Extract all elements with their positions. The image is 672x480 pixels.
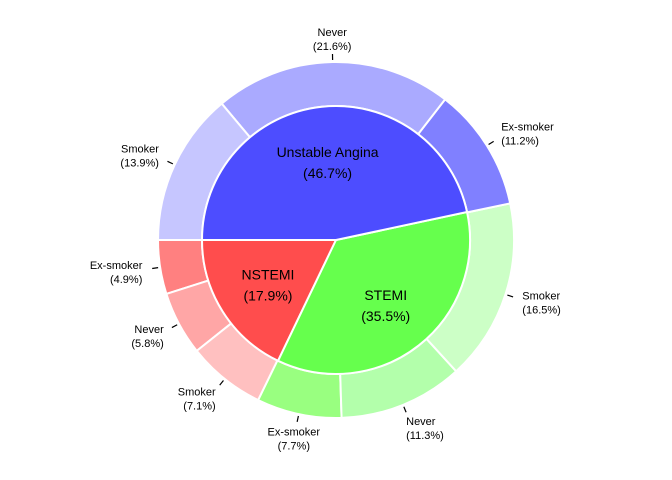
label-ticks [152, 54, 514, 423]
tick-nstemi-smoker [219, 380, 224, 386]
outer-ring [156, 61, 515, 419]
inner-wedge-nstemi [200, 239, 338, 363]
tick-stemi-smoker [507, 294, 514, 298]
outer-label-stemi-smoker: Smoker (16.5%) [522, 291, 561, 317]
inner-label-stemi: STEMI (35.5%) [361, 287, 410, 324]
inner-label-unstable-angina: Unstable Angina (46.7%) [277, 144, 379, 181]
outer-label-nstemi-never: Never (5.8%) [131, 324, 164, 350]
tick-stemi-ex-smoker [296, 415, 299, 423]
inner-label-nstemi: NSTEMI (17.9%) [242, 267, 295, 304]
outer-label-unstable-angina-ex-smoker: Ex-smoker (11.2%) [501, 122, 554, 148]
tick-unstable-angina-smoker [167, 160, 174, 165]
tick-stemi-never [403, 406, 407, 413]
outer-label-stemi-ex-smoker: Ex-smoker (7.7%) [268, 426, 321, 452]
tick-nstemi-ex-smoker [152, 267, 159, 270]
outer-label-nstemi-ex-smoker: Ex-smoker (4.9%) [90, 260, 143, 286]
inner-wedge-stemi [276, 210, 471, 375]
outer-label-stemi-never: Never (11.3%) [406, 416, 444, 442]
outer-label-unstable-angina-smoker: Smoker (13.9%) [120, 143, 159, 169]
outer-label-nstemi-smoker: Smoker (7.1%) [178, 387, 216, 413]
tick-unstable-angina-ex-smoker [488, 140, 494, 146]
inner-pie [200, 105, 471, 375]
inner-wedge-unstable-angina [200, 105, 469, 241]
tick-nstemi-never [171, 324, 178, 329]
outer-label-unstable-angina-never: Never (21.6%) [313, 27, 352, 53]
labels: Ex-smoker (4.9%) Never (5.8%) Smoker (7.1%) Ex… [90, 27, 561, 453]
